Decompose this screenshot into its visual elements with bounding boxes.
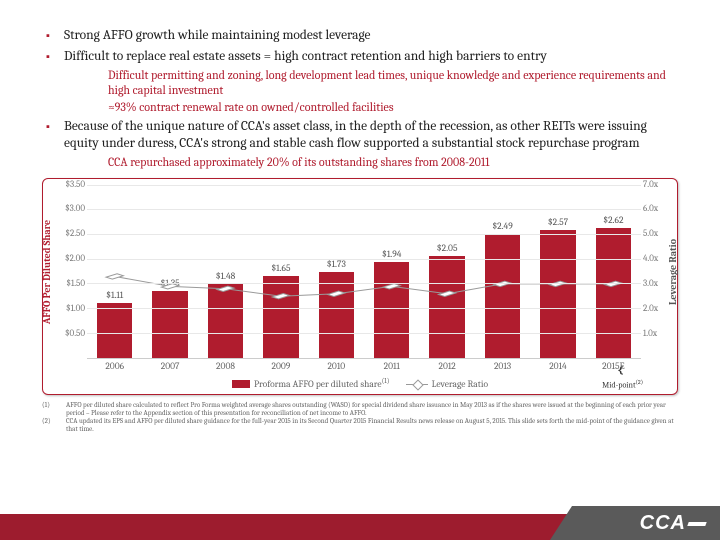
bar-2014 — [540, 230, 575, 357]
midpoint-label: Mid-point(2) — [602, 379, 643, 390]
footnotes: (1)AFFO per diluted share calculated to … — [42, 401, 678, 433]
footnote-1-num: (1) — [42, 401, 66, 417]
y-left-ticks: $0.50$1.00$1.50$2.00$2.50$3.00$3.50 — [51, 185, 87, 359]
bar-2011 — [374, 262, 409, 358]
bullet-2: Difficult to replace real estate assets … — [42, 49, 678, 115]
y-right-ticks: 1.0x2.0x3.0x4.0x5.0x6.0x7.0x — [641, 185, 669, 359]
bar-2010 — [319, 272, 354, 358]
bullet-block: Strong AFFO growth while maintaining mod… — [0, 0, 720, 170]
bar-2009 — [263, 276, 298, 358]
bullet-2-sub-1: Difficult permitting and zoning, long de… — [64, 68, 678, 98]
bullet-2-text: Difficult to replace real estate assets … — [64, 49, 547, 64]
footnote-1-text: AFFO per diluted share calculated to ref… — [66, 401, 678, 417]
bullet-1: Strong AFFO growth while maintaining mod… — [42, 28, 678, 45]
chart: AFFO Per Diluted Share Leverage Ratio $0… — [42, 178, 678, 395]
bar-2015E — [596, 228, 631, 358]
legend-bar-label: Proforma AFFO per diluted share — [254, 379, 382, 390]
bar-2007 — [152, 291, 187, 358]
footer: CCA — [0, 506, 720, 540]
bullet-3-text: Because of the unique nature of CCA's as… — [64, 119, 647, 151]
footnote-2-text: CCA updated its EPS and AFFO per diluted… — [66, 417, 678, 433]
bar-2006 — [97, 303, 132, 358]
legend: Proforma AFFO per diluted share(1) Lever… — [51, 377, 669, 390]
bar-2012 — [429, 256, 464, 357]
footnote-2-num: (2) — [42, 417, 66, 433]
legend-bar-swatch — [232, 380, 250, 388]
bullet-2-sub-2: ≈93% contract renewal rate on owned/cont… — [64, 100, 678, 115]
bar-2008 — [208, 284, 243, 357]
logo: CCA — [640, 512, 706, 535]
plot-area: $1.112006$1.352007$1.482008$1.652009$1.7… — [87, 185, 641, 359]
bullet-3: Because of the unique nature of CCA's as… — [42, 119, 678, 170]
bullet-3-sub-1: CCA repurchased approximately 20% of its… — [64, 155, 678, 170]
legend-line-label: Leverage Ratio — [432, 379, 488, 390]
bar-2013 — [485, 234, 520, 357]
midpoint-brace: ⏟ — [618, 366, 644, 374]
legend-line-swatch — [406, 384, 428, 385]
slide: Strong AFFO growth while maintaining mod… — [0, 0, 720, 540]
